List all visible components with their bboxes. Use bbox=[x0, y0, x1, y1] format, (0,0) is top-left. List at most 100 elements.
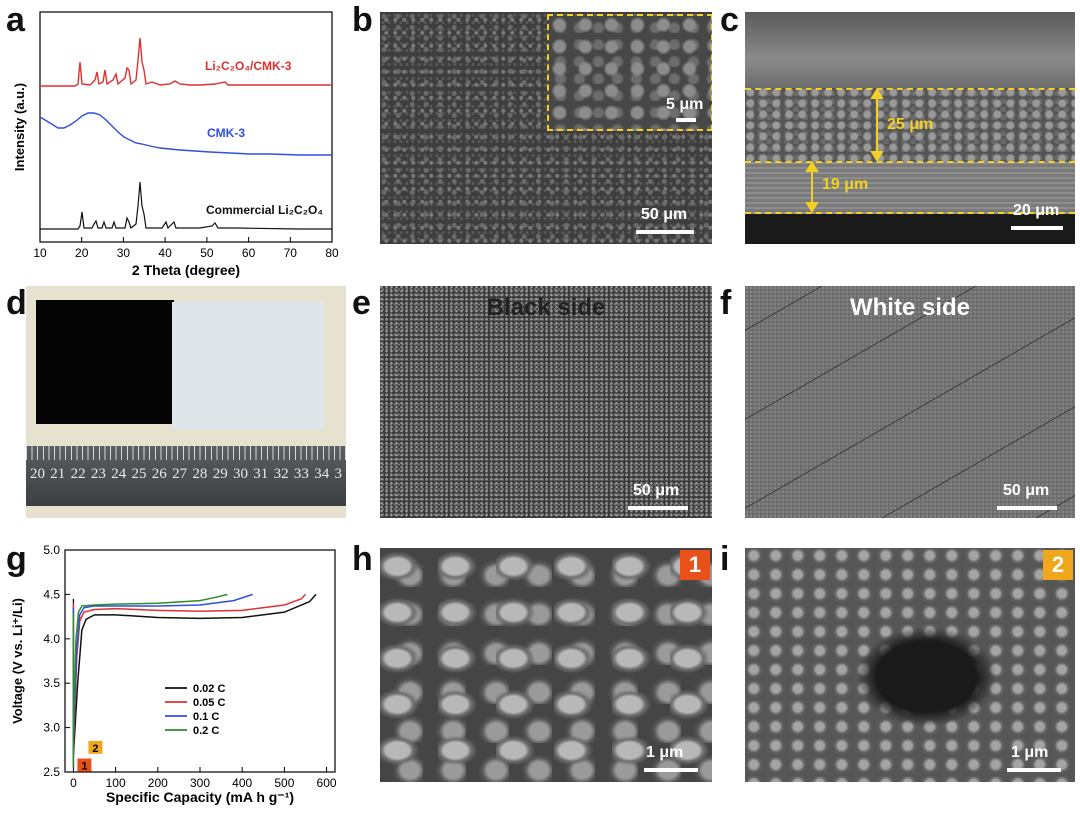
ruler-numbers: 20 21 22 23 24 25 26 27 28 29 30 31 32 33 34 3 bbox=[26, 466, 346, 490]
marker-badge-2: 2 bbox=[1043, 550, 1073, 580]
g-marker-2: 2 bbox=[92, 743, 98, 755]
g-legend-label: 0.1 C bbox=[193, 711, 219, 723]
ruler-number: 26 bbox=[151, 466, 167, 482]
scalebar-f bbox=[997, 506, 1057, 510]
panel-label-f: f bbox=[720, 284, 732, 322]
ruler-number: 23 bbox=[90, 466, 106, 482]
xrd-trace-cmk3 bbox=[39, 112, 332, 156]
ruler-number: 30 bbox=[233, 466, 248, 482]
panel-label-c: c bbox=[720, 1, 739, 39]
panel-label-b: b bbox=[352, 1, 373, 39]
xrd-y-axis-title: Intensity (a.u.) bbox=[12, 83, 27, 171]
panel-label-h: h bbox=[352, 540, 373, 578]
cross-section-separator bbox=[745, 162, 1075, 214]
electrode-black-side bbox=[36, 300, 174, 424]
voltage-profile-chart: 0 100 200 300 400 500 600 2.5 3.0 3.5 4.0 4.5 5.0 Spe… bbox=[10, 543, 337, 805]
scalebar-label-f: 50 μm bbox=[1003, 482, 1050, 499]
g-x-axis-title: Specific Capacity (mA h g⁻¹) bbox=[106, 789, 294, 805]
thickness-arrows bbox=[805, 88, 884, 213]
g-series-line bbox=[72, 593, 253, 737]
sem-image-b: 5 μm 50 μm bbox=[380, 12, 712, 244]
panel-label-d: d bbox=[6, 284, 27, 322]
xrd-trace-commercial bbox=[40, 181, 332, 230]
xrd-xtick-label: 60 bbox=[242, 246, 256, 260]
scalebar-label-i: 1 μm bbox=[1011, 744, 1049, 761]
cross-section-active-layer bbox=[745, 88, 1075, 162]
scalebar-label-c: 20 μm bbox=[1013, 202, 1060, 219]
ruler-number: 28 bbox=[192, 466, 208, 482]
xrd-xtick-label: 10 bbox=[33, 246, 47, 260]
cross-section-top-bg bbox=[745, 12, 1075, 90]
thickness-label-active: 25 μm bbox=[887, 116, 934, 133]
g-ytick-label: 3.0 bbox=[43, 721, 60, 735]
g-xtick-label: 400 bbox=[232, 776, 252, 790]
g-ytick-label: 5.0 bbox=[43, 543, 60, 557]
xrd-plot: 10 20 30 40 50 60 70 80 2 Theta (degree)… bbox=[12, 11, 339, 278]
panel-label-a: a bbox=[6, 1, 25, 39]
g-ytick-label: 4.5 bbox=[43, 587, 60, 601]
g-series-line bbox=[72, 593, 307, 746]
yellow-guide-top bbox=[745, 88, 1075, 90]
xrd-trace-composite bbox=[40, 37, 332, 87]
ruler-number: 32 bbox=[273, 466, 289, 482]
panel-label-g: g bbox=[6, 540, 27, 578]
inset-scalebar-b bbox=[676, 118, 696, 122]
ruler-ticks bbox=[26, 446, 346, 460]
panel-label-e: e bbox=[352, 284, 371, 322]
xrd-xtick-label: 70 bbox=[284, 246, 298, 260]
g-plot-frame bbox=[64, 549, 336, 773]
g-ytick-label: 4.0 bbox=[43, 632, 60, 646]
xrd-xtick-label: 20 bbox=[75, 246, 89, 260]
scalebar-c bbox=[1011, 226, 1063, 230]
g-legend-label: 0.02 C bbox=[193, 683, 225, 695]
xrd-xtick-label: 40 bbox=[158, 246, 172, 260]
thickness-label-separator: 19 μm bbox=[822, 176, 869, 193]
g-series-line bbox=[72, 593, 317, 755]
scalebar-b bbox=[636, 230, 694, 234]
photo-electrode-d: 20 21 22 23 24 25 26 27 28 29 30 31 32 33 34 3 bbox=[26, 286, 346, 518]
scalebar-i bbox=[1007, 768, 1061, 772]
title-white-side: White side bbox=[849, 294, 970, 321]
xrd-x-axis-title: 2 Theta (degree) bbox=[132, 262, 240, 278]
marker-badge-1: 1 bbox=[680, 550, 710, 580]
ruler-number: 20 bbox=[30, 466, 45, 482]
ruler-number: 27 bbox=[172, 466, 188, 482]
g-marker-1: 1 bbox=[81, 761, 87, 773]
ruler-number: 22 bbox=[70, 466, 86, 482]
g-xtick-label: 0 bbox=[70, 776, 77, 790]
g-xtick-label: 500 bbox=[274, 776, 294, 790]
xrd-plot-frame bbox=[39, 11, 333, 243]
g-marker-box-2 bbox=[88, 740, 103, 754]
g-y-axis-title: Voltage (V vs. Li⁺/Li) bbox=[10, 598, 25, 724]
g-series-line bbox=[72, 593, 228, 728]
sem-image-e: Black side 50 μm bbox=[380, 286, 712, 518]
ruler-number: 24 bbox=[111, 466, 127, 482]
yellow-guide-mid bbox=[745, 161, 1075, 163]
sem-inset-b bbox=[547, 14, 712, 131]
sem-image-h: 1 1 μm bbox=[380, 548, 712, 782]
g-legend-label: 0.05 C bbox=[193, 697, 225, 709]
electrode-white-side bbox=[172, 302, 324, 430]
xrd-xtick-label: 50 bbox=[200, 246, 214, 260]
title-black-side: Black side bbox=[486, 294, 606, 321]
scalebar-label-h: 1 μm bbox=[646, 744, 684, 761]
xrd-xtick-label: 30 bbox=[117, 246, 131, 260]
xrd-label-composite: Li₂C₂O₄/CMK-3 bbox=[205, 59, 292, 73]
xrd-label-commercial: Commercial Li₂C₂O₄ bbox=[206, 203, 323, 217]
ruler-number: 33 bbox=[293, 466, 309, 482]
g-marker-box-1 bbox=[77, 758, 92, 772]
ruler-number: 3 bbox=[334, 466, 343, 482]
scalebar-h bbox=[644, 768, 698, 772]
yellow-guide-bottom bbox=[745, 212, 1075, 214]
sem-image-i: 2 1 μm bbox=[745, 548, 1075, 782]
g-xtick-label: 300 bbox=[190, 776, 210, 790]
sem-image-f: White side 50 μm bbox=[745, 286, 1075, 518]
ruler: 20 21 22 23 24 25 26 27 28 29 30 31 32 33 34 3 bbox=[26, 446, 346, 506]
sem-image-c: 25 μm 19 μm 20 μm bbox=[745, 12, 1075, 244]
scalebar-e bbox=[628, 506, 688, 510]
scalebar-label-e: 50 μm bbox=[633, 482, 680, 499]
xrd-label-cmk3: CMK-3 bbox=[207, 126, 245, 140]
g-ytick-label: 3.5 bbox=[43, 676, 60, 690]
g-xtick-label: 200 bbox=[148, 776, 168, 790]
g-xtick-label: 100 bbox=[106, 776, 126, 790]
